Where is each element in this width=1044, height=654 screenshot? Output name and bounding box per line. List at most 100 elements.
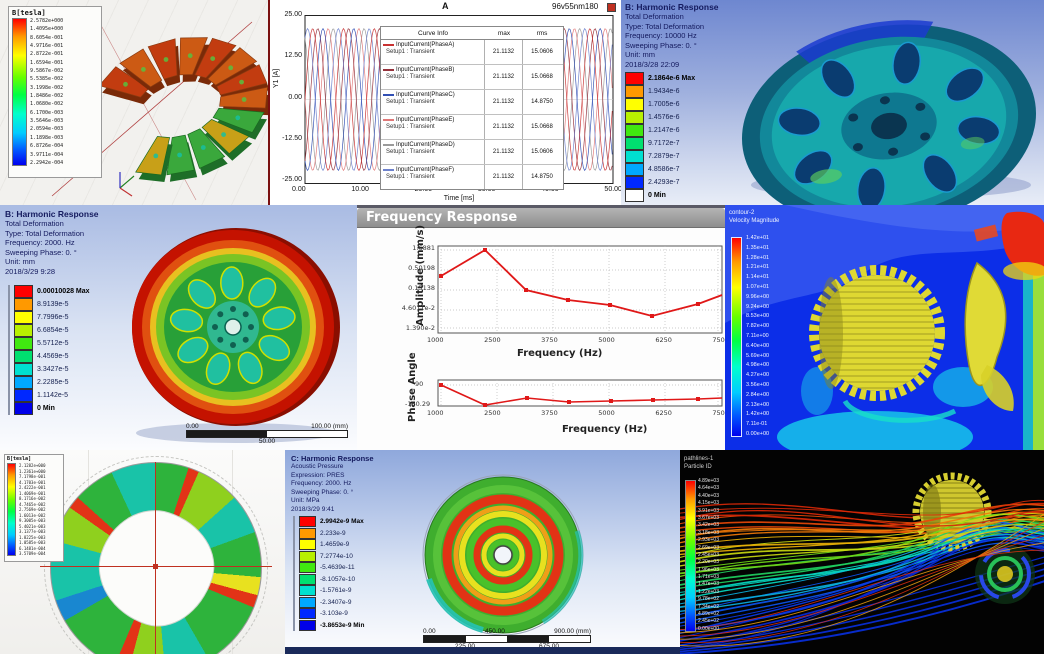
phase-ytick-min: -160.29 (405, 400, 431, 408)
legend-row: 3.3427e-5 (14, 363, 90, 376)
legend-value: 1.0680e-002 (30, 101, 64, 108)
legend-row: 2.233e-9 (299, 527, 364, 540)
legend-value: 4.89e+02 (698, 611, 719, 618)
tick-label: 3750 (541, 336, 558, 344)
colorbar-legend: 2.1864e-6 Max 1.9434e-6 1.7005e-6 1.4576… (625, 72, 695, 202)
legend-value: 9.78e+02 (698, 596, 719, 603)
col-max: max (497, 29, 511, 37)
decorative-path (680, 539, 1044, 627)
legend-value: 1.6594e-001 (30, 59, 64, 66)
decorative-path (680, 513, 1044, 647)
legend-value: 2.233e-9 (320, 529, 346, 537)
legend-value: 4.8586e-7 (648, 166, 680, 173)
tick-label: 0.15138 (408, 284, 435, 292)
legend-row: 5.5712e-5 (14, 337, 90, 350)
tick-label: 10.00 (351, 186, 369, 193)
wheel-hole (187, 279, 217, 309)
legend-value: 6.6854e-5 (37, 327, 69, 334)
legend-swatch (625, 176, 644, 189)
info-line: 2018/3/28 22:09 (625, 59, 680, 69)
curve-name: InputCurrent(PhaseB) (396, 67, 455, 73)
table-header: Curve Info max rms (381, 27, 563, 40)
info-line: Frequency: 2000. Hz (291, 480, 352, 487)
legend-row: -3.8653e-9 Min (299, 619, 364, 632)
curve-rms: 15.0606 (531, 149, 553, 155)
wheel-hole (237, 351, 263, 385)
curve-name: InputCurrent(PhaseA) (396, 42, 455, 48)
table-row: InputCurrent(PhaseA) Setup1 : Transient … (381, 40, 563, 65)
legend-swatch (14, 402, 33, 415)
field-speckle (163, 57, 169, 62)
legend-value: 5.4021e-003 (19, 523, 46, 529)
curve-name: InputCurrent(PhaseF) (396, 167, 455, 173)
curve-max: 21.1132 (485, 40, 523, 64)
legend-swatch (625, 124, 644, 137)
scale-q1: 225.00 (455, 643, 475, 650)
wheel-hole (177, 336, 209, 364)
scale-max: 100.00 (mm) (311, 423, 348, 430)
amplitude-curve (440, 248, 723, 317)
legend-value: 3.1377e-003 (19, 529, 46, 534)
decorative-path (680, 529, 1044, 582)
legend-value: 7.11e-01 (746, 421, 768, 428)
wheel-hole (777, 107, 821, 137)
legend-value: 1.2361e+000 (19, 468, 46, 474)
tick-label: 0.00 (292, 186, 306, 193)
legend-value: 9.96e+00 (746, 293, 770, 300)
wheel-hole (262, 306, 296, 331)
plot-title: 96v55nm180 (552, 2, 599, 11)
curve-setup: Setup1 : Transient (386, 49, 435, 55)
legend-value: 3.67e+03 (698, 514, 719, 521)
streamlines (680, 472, 1044, 654)
curve-max: 21.1132 (485, 140, 523, 164)
legend-value: 1.96e+03 (698, 566, 719, 573)
legend-value: 1.6013e-002 (19, 512, 46, 518)
legend-values: 1.42e+01 1.35e+01 1.28e+01 1.21e+01 1.14e+01… (746, 235, 769, 437)
legend-value: 3.9711e-004 (30, 151, 64, 158)
legend-value: 2.84e+00 (746, 391, 770, 398)
wheel-3d-model (741, 20, 1037, 205)
legend-title: B[tesla] (7, 456, 32, 462)
bolt-hole (230, 306, 236, 312)
legend-value: 1.1898e-003 (30, 134, 64, 141)
legend-values: 4.89e+03 4.64e+03 4.40e+03 4.15e+03 3.91e+03… (698, 478, 719, 632)
bolt-hole (248, 324, 254, 330)
legend-swatch (625, 163, 644, 176)
field-speckle (177, 152, 183, 158)
legend-swatch (14, 285, 33, 298)
info-line: Type: Total Deformation (625, 21, 705, 31)
tick-label: 7500 (712, 409, 725, 417)
crosshair-center (153, 564, 158, 569)
legend-swatch (299, 619, 316, 631)
legend-value: 1.07e+01 (746, 283, 770, 290)
legend-value: 6.1700e-003 (30, 109, 64, 116)
legend-value: 0 Min (37, 405, 55, 412)
legend-value: 9.3005e-003 (19, 518, 46, 523)
legend-row: 2.2285e-5 (14, 376, 90, 389)
result-info-lines: Acoustic Pressure Expression: PRES Frequen… (291, 463, 374, 514)
legend-swatch (299, 573, 316, 585)
scale-min: 0.00 (423, 628, 436, 635)
curve-rms: 15.0668 (531, 74, 553, 80)
disc-model (422, 474, 584, 636)
colorbar (685, 480, 696, 632)
legend-swatch (625, 189, 644, 202)
curve-setup: Setup1 : Transient (386, 149, 435, 155)
bolt-hole (230, 342, 236, 348)
result-title: C: Harmonic Response (291, 454, 374, 463)
coil-segment (147, 38, 178, 80)
legend-value: 6.8726e-004 (30, 143, 64, 150)
decorative-path (680, 521, 1044, 586)
legend-value: 1.47e+03 (698, 581, 719, 588)
window-titlebar[interactable]: Frequency Response (357, 208, 725, 228)
tick-label: 1000 (427, 409, 444, 417)
legend-swatch (14, 298, 33, 311)
legend-value: 7.34e+02 (698, 603, 719, 610)
legend-swatch (14, 337, 33, 350)
tick-label: 0.00 (288, 93, 302, 101)
wheel-hole (205, 352, 231, 385)
legend-swatch (14, 363, 33, 376)
legend-values: 2.1282e+000 1.2361e+000 7.1798e-001 4.1703e… (19, 463, 46, 556)
curve-color-swatch (383, 119, 394, 121)
col-curve-info: Curve Info (418, 29, 448, 37)
